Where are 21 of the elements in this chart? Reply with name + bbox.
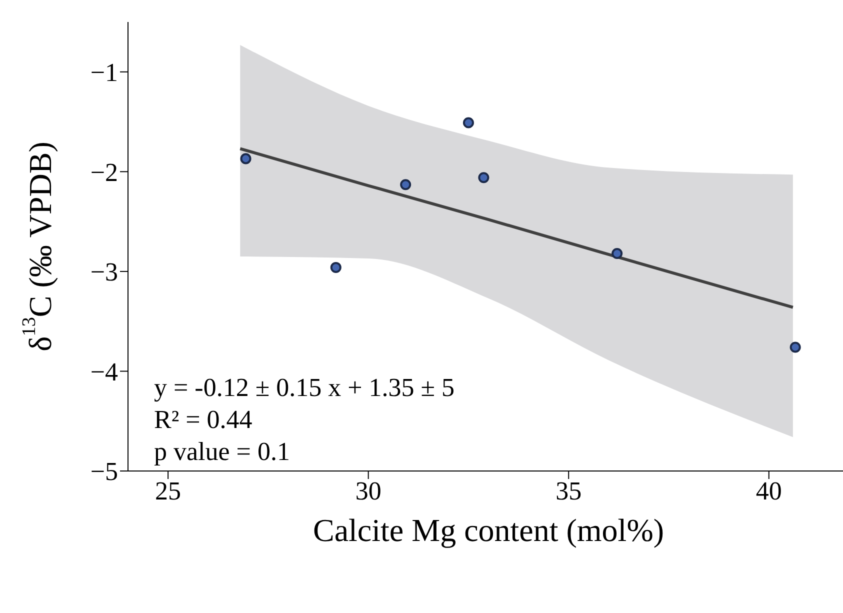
annotation: R² = 0.44 xyxy=(154,405,252,434)
point xyxy=(790,342,801,353)
point xyxy=(612,248,623,259)
point xyxy=(400,179,412,190)
x-tick-label: 30 xyxy=(355,476,382,506)
x-axis-title: Calcite Mg content (mol%) xyxy=(312,512,664,548)
y-tick-label: −2 xyxy=(90,158,118,187)
x-tick-label: 35 xyxy=(556,476,582,506)
y-tick-label: −3 xyxy=(90,258,118,287)
x-tick-label: 25 xyxy=(155,476,182,506)
point xyxy=(240,153,252,164)
y-tick-label: −1 xyxy=(90,58,118,88)
point xyxy=(462,117,474,128)
y-tick-label: −4 xyxy=(90,357,118,386)
point xyxy=(330,262,342,273)
point xyxy=(478,172,490,184)
line-series xyxy=(238,147,794,309)
annotation: p value = 0.1 xyxy=(154,437,290,466)
annotation: y = -0.12 ± 0.15 x + 1.35 ± 5 xyxy=(154,373,455,402)
x-tick-label: 40 xyxy=(756,476,782,506)
y-tick-label: −5 xyxy=(90,457,118,486)
